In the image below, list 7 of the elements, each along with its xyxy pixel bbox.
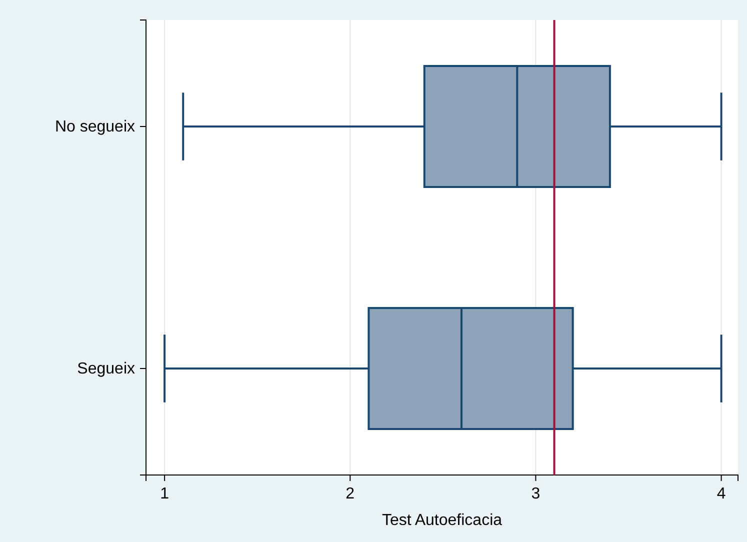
x-tick-label: 2: [346, 485, 355, 502]
y-tick-label: Segueix: [77, 360, 135, 378]
y-tick-label: No segueix: [54, 118, 135, 136]
x-tick-label: 4: [716, 485, 726, 502]
x-tick-label: 1: [160, 485, 170, 502]
x-axis-title: Test Autoeficacia: [382, 512, 502, 529]
x-tick-label: 3: [531, 485, 540, 502]
